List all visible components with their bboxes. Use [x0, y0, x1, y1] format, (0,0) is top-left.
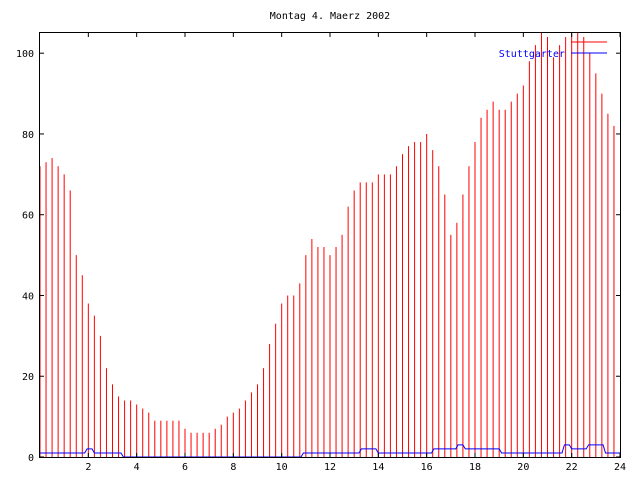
series-line	[40, 444, 620, 458]
legend-entry: Stuttgarter	[499, 49, 607, 60]
x-tick-label: 6	[182, 462, 188, 473]
x-tick-label: 16	[421, 462, 433, 473]
series-0	[39, 33, 615, 457]
y-tick-label: 0	[28, 453, 34, 464]
x-tick-label: 12	[324, 462, 336, 473]
chart-title: Montag 4. Maerz 2002	[270, 11, 390, 22]
y-tick-label: 100	[16, 49, 34, 60]
series-1	[40, 444, 620, 458]
y-tick-label: 40	[22, 291, 34, 302]
x-tick-label: 4	[134, 462, 140, 473]
y-tick-label: 20	[22, 372, 34, 383]
x-tick-label: 20	[517, 462, 529, 473]
x-tick-label: 8	[230, 462, 236, 473]
x-tick-label: 2	[85, 462, 91, 473]
y-tick-label: 80	[22, 130, 34, 141]
x-tick-label: 24	[614, 462, 626, 473]
x-tick-label: 18	[469, 462, 481, 473]
x-tick-label: 10	[276, 462, 288, 473]
x-tick-label: 14	[372, 462, 384, 473]
plot-frame	[39, 32, 621, 458]
x-tick-label: 22	[566, 462, 578, 473]
legend-label: Stuttgarter	[499, 49, 565, 60]
y-tick-label: 60	[22, 211, 34, 222]
